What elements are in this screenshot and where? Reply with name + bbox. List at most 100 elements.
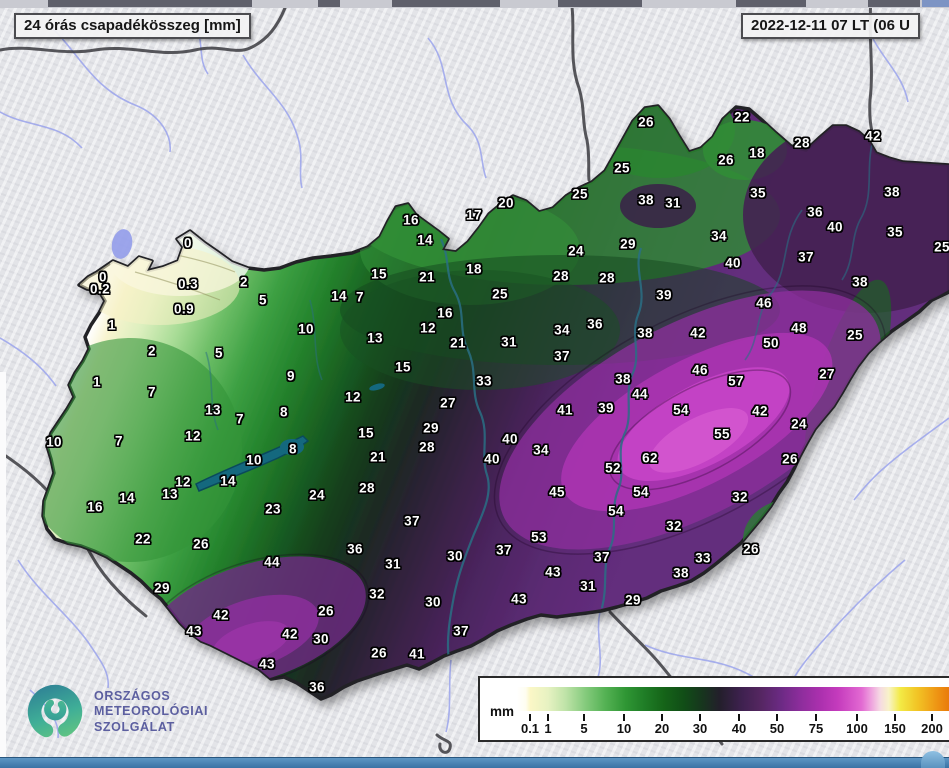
- station-value: 0: [184, 235, 192, 251]
- station-value: 8: [280, 404, 288, 420]
- legend-tick-label: 1: [544, 721, 552, 736]
- station-value: 38: [852, 274, 868, 290]
- station-value: 24: [791, 416, 807, 432]
- station-value: 50: [763, 335, 779, 351]
- station-value: 54: [633, 484, 649, 500]
- omsz-name-line2: METEOROLÓGIAI: [94, 704, 209, 719]
- station-value: 43: [186, 623, 202, 639]
- station-value: 38: [638, 192, 654, 208]
- station-value: 25: [492, 286, 508, 302]
- station-value: 26: [782, 451, 798, 467]
- station-value: 15: [358, 425, 374, 441]
- station-value: 31: [580, 578, 596, 594]
- station-value: 25: [614, 160, 630, 176]
- station-value: 14: [220, 473, 236, 489]
- station-value: 38: [615, 371, 631, 387]
- timestamp-box: 2022-12-11 07 LT (06 U: [741, 13, 920, 39]
- station-value: 12: [345, 389, 361, 405]
- station-value: 0.3: [178, 276, 198, 292]
- legend-tick-label: 150: [884, 721, 906, 736]
- station-value: 33: [476, 373, 492, 389]
- station-value: 28: [794, 135, 810, 151]
- station-value: 34: [711, 228, 727, 244]
- station-value: 41: [409, 646, 425, 662]
- station-value: 35: [887, 224, 903, 240]
- station-value: 41: [557, 402, 573, 418]
- station-value: 48: [791, 320, 807, 336]
- station-value: 5: [215, 345, 223, 361]
- omsz-logo-icon: [27, 684, 83, 740]
- legend-tick: [529, 714, 531, 721]
- station-value: 5: [259, 292, 267, 308]
- lake-velence: [369, 383, 385, 391]
- station-value: 40: [502, 431, 518, 447]
- station-value: 28: [419, 439, 435, 455]
- station-value: 42: [865, 128, 881, 144]
- station-value: 2: [240, 274, 248, 290]
- legend-tick: [699, 714, 701, 721]
- station-value: 30: [313, 631, 329, 647]
- station-value: 40: [827, 219, 843, 235]
- station-value: 26: [318, 603, 334, 619]
- station-value: 13: [367, 330, 383, 346]
- station-value: 32: [732, 489, 748, 505]
- legend-tick-label: 30: [692, 721, 708, 736]
- legend-tick-label: 40: [731, 721, 747, 736]
- station-value: 0.9: [174, 301, 194, 317]
- station-value: 14: [417, 232, 433, 248]
- station-value: 55: [714, 426, 730, 442]
- legend-tick-label: 75: [808, 721, 824, 736]
- station-value: 44: [632, 386, 648, 402]
- station-value: 46: [756, 295, 772, 311]
- legend-tick-label: 0.1: [520, 721, 540, 736]
- station-value: 25: [847, 327, 863, 343]
- station-value: 27: [819, 366, 835, 382]
- station-value: 0.2: [90, 281, 110, 297]
- legend-tick: [583, 714, 585, 721]
- station-value: 25: [572, 186, 588, 202]
- station-value: 28: [553, 268, 569, 284]
- station-value: 22: [734, 109, 750, 125]
- station-value: 30: [425, 594, 441, 610]
- station-value: 62: [642, 450, 658, 466]
- color-scale-legend: mm 0.1 1 5 10 20 30 40 50 75 100 150 200: [478, 676, 949, 742]
- top-edge-segment: [392, 0, 500, 7]
- station-value: 54: [608, 503, 624, 519]
- omsz-name-line3: SZOLGÁLAT: [94, 719, 175, 734]
- legend-tick-label: 5: [580, 721, 588, 736]
- station-value: 24: [309, 487, 325, 503]
- station-value: 26: [743, 541, 759, 557]
- station-value: 26: [638, 114, 654, 130]
- station-value: 45: [549, 484, 565, 500]
- station-value: 54: [673, 402, 689, 418]
- station-value: 34: [533, 442, 549, 458]
- station-value: 36: [347, 541, 363, 557]
- legend-tick-label: 200: [921, 721, 943, 736]
- top-edge-strip: [0, 0, 949, 8]
- bottom-scrollbar[interactable]: [0, 757, 949, 768]
- station-value: 1: [108, 317, 116, 333]
- station-value: 32: [369, 586, 385, 602]
- scrollbar-thumb[interactable]: [921, 751, 945, 768]
- lake-balaton-east: [280, 439, 304, 455]
- legend-tick: [547, 714, 549, 721]
- station-value: 36: [807, 204, 823, 220]
- station-value: 43: [545, 564, 561, 580]
- station-value: 39: [656, 287, 672, 303]
- station-value: 12: [185, 428, 201, 444]
- station-value: 35: [750, 185, 766, 201]
- legend-tick-label: 10: [616, 721, 632, 736]
- station-value: 22: [135, 531, 151, 547]
- station-value: 42: [752, 403, 768, 419]
- station-value: 31: [501, 334, 517, 350]
- station-value: 40: [725, 255, 741, 271]
- station-value: 37: [496, 542, 512, 558]
- station-value: 30: [447, 548, 463, 564]
- station-value: 38: [637, 325, 653, 341]
- station-value: 26: [193, 536, 209, 552]
- station-value: 31: [385, 556, 401, 572]
- station-value: 7: [356, 289, 364, 305]
